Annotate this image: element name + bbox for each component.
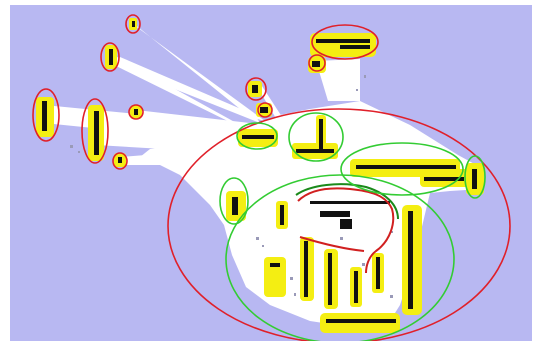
red-annotation-circle [308,54,326,72]
unknown-speckle [262,245,264,247]
obstacle [316,39,370,43]
obstacles [42,21,477,323]
unknown-speckle [70,145,73,148]
red-annotation-circle [311,24,379,60]
obstacle [134,109,138,115]
obstacle [376,257,380,289]
red-annotation-circle [112,152,128,170]
red-annotation-circle [100,42,120,72]
green-annotations [219,112,486,341]
unknown-speckle [256,237,259,240]
red-annotation-circle [245,77,267,101]
obstacle [296,149,334,153]
obstacle [408,211,413,309]
green-annotation-circle [464,155,486,199]
red-annotation-circle [257,102,273,118]
green-annotation-circle [340,142,464,196]
obstacle [354,271,358,303]
red-annotation-circle [128,104,144,120]
obstacle [340,219,352,229]
obstacle [280,205,284,225]
unknown-speckle [290,277,293,280]
planned-path-lower [299,236,365,252]
green-annotation-circle [225,174,455,341]
obstacle [304,241,308,297]
obstacle [320,211,350,217]
obstacle [424,177,464,181]
unknown-speckle [78,151,80,153]
obstacle [312,61,320,67]
free-space-ray [114,57,260,123]
red-annotation-circle [125,14,141,34]
planned-path [297,187,395,274]
obstacle [132,21,135,27]
occupancy-grid-map [10,5,532,341]
red-annotation-circle [32,88,60,142]
explored-free-space [140,101,482,327]
unknown-speckle [364,75,366,78]
unknown-speckle [362,263,365,266]
obstacle [109,49,113,65]
inflated-obstacles [36,18,484,333]
green-annotation-circle [288,112,344,162]
obstacle [42,101,47,131]
free-space-ray [136,110,255,133]
obstacle [252,85,258,93]
red-annotations [32,14,511,341]
obstacle [340,45,370,49]
inflated-obstacle [264,257,286,297]
obstacle [232,197,238,215]
obstacle [260,107,268,113]
robot-trail [295,183,399,220]
obstacle [242,135,274,139]
obstacle [326,319,396,323]
obstacle [118,157,122,163]
obstacle [319,119,323,149]
obstacle [94,111,99,155]
free-space-ray [316,59,360,101]
unknown-speckle [294,293,296,296]
unknown-speckle [390,295,393,298]
green-annotation-circle [219,177,249,225]
unknown-speckle [340,237,343,240]
red-annotation-circle [81,98,109,164]
obstacle [472,169,477,189]
green-annotation-circle [236,122,278,150]
obstacle [356,165,456,169]
obstacle [270,263,280,267]
obstacle [328,253,332,305]
unknown-speckle [356,89,358,91]
obstacle [310,201,390,204]
red-annotation-circle [167,108,511,341]
